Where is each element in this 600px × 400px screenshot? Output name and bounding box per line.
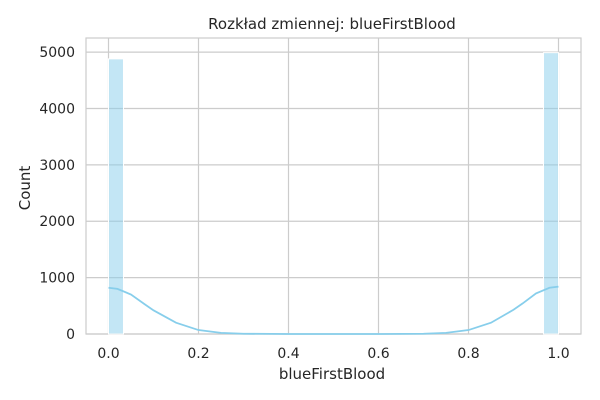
kde-curve-group — [108, 285, 559, 335]
x-tick-label: 0.2 — [187, 346, 209, 362]
x-tick-label: 1.0 — [547, 346, 569, 362]
x-tick-label: 0.6 — [367, 346, 389, 362]
histogram-bar — [543, 52, 560, 335]
y-tick-label: 3000 — [39, 158, 75, 174]
bars — [108, 52, 560, 335]
y-tick-labels: 0 1000 2000 3000 4000 5000 — [39, 45, 75, 343]
x-tick-label: 0.4 — [277, 346, 299, 362]
grid — [85, 37, 582, 335]
y-tick-label: 0 — [66, 327, 75, 343]
chart-title: Rozkład zmiennej: blueFirstBlood — [208, 15, 456, 33]
x-tick-label: 0.8 — [457, 346, 479, 362]
histogram-bar — [108, 58, 124, 335]
plot-frame — [85, 37, 582, 335]
y-tick-label: 5000 — [39, 45, 75, 61]
x-axis-label: blueFirstBlood — [279, 365, 385, 383]
y-tick-label: 2000 — [39, 214, 75, 230]
y-tick-label: 1000 — [39, 271, 75, 287]
y-tick-label: 4000 — [39, 101, 75, 117]
x-tick-labels: 0.0 0.2 0.4 0.6 0.8 1.0 — [97, 346, 569, 362]
x-tick-label: 0.0 — [97, 346, 119, 362]
y-axis-label: Count — [16, 166, 34, 211]
kde-line — [108, 285, 559, 335]
